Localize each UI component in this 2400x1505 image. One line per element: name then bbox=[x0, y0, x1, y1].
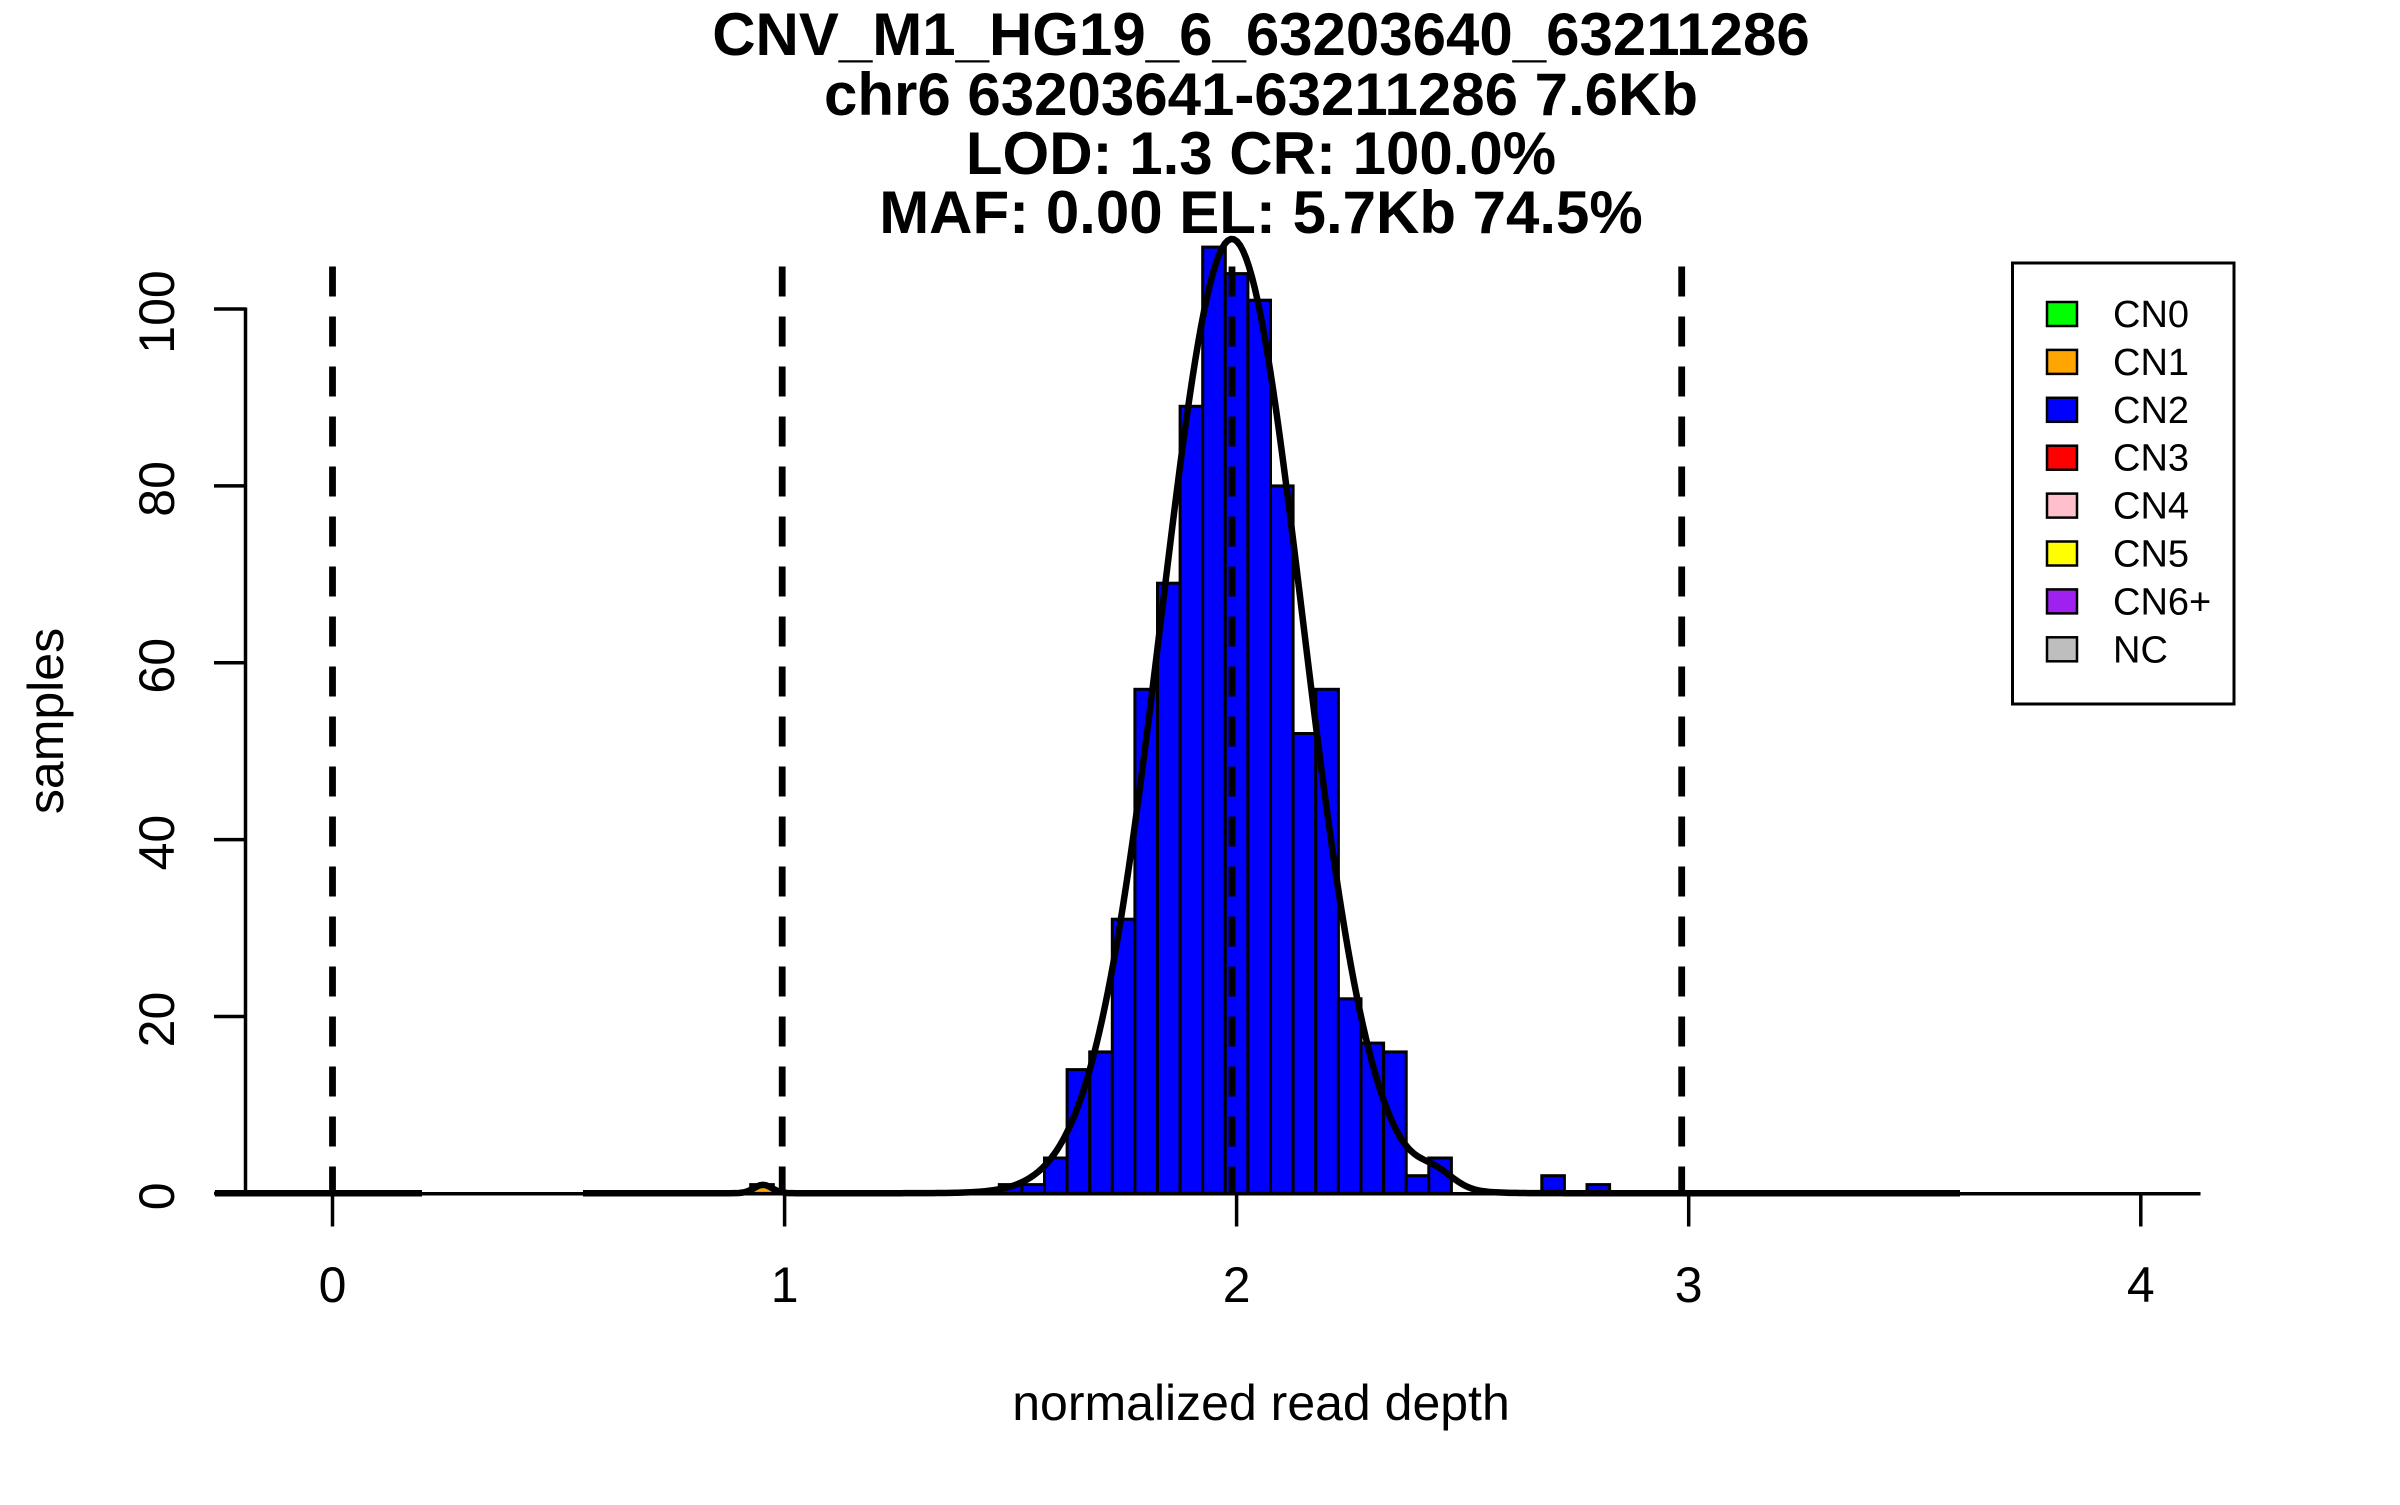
svg-text:40: 40 bbox=[129, 815, 185, 871]
svg-text:60: 60 bbox=[129, 638, 185, 694]
svg-text:CN5: CN5 bbox=[2113, 534, 2189, 576]
svg-text:CNV_M1_HG19_6_63203640_6321128: CNV_M1_HG19_6_63203640_63211286 bbox=[712, 1, 1810, 68]
svg-text:0: 0 bbox=[319, 1257, 347, 1313]
svg-text:LOD: 1.3 CR: 100.0%: LOD: 1.3 CR: 100.0% bbox=[966, 120, 1556, 187]
svg-text:CN3: CN3 bbox=[2113, 438, 2189, 480]
svg-text:NC: NC bbox=[2113, 629, 2168, 671]
svg-text:CN0: CN0 bbox=[2113, 294, 2189, 336]
svg-text:0: 0 bbox=[129, 1182, 185, 1210]
svg-text:1: 1 bbox=[771, 1257, 799, 1313]
svg-text:normalized read depth: normalized read depth bbox=[1012, 1375, 1510, 1431]
svg-text:CN4: CN4 bbox=[2113, 486, 2189, 528]
svg-text:4: 4 bbox=[2127, 1257, 2155, 1313]
svg-text:CN1: CN1 bbox=[2113, 342, 2189, 384]
svg-text:100: 100 bbox=[129, 270, 185, 353]
svg-text:chr6 63203641-63211286 7.6Kb: chr6 63203641-63211286 7.6Kb bbox=[824, 61, 1698, 128]
svg-text:CN6+: CN6+ bbox=[2113, 581, 2211, 623]
svg-text:2: 2 bbox=[1223, 1257, 1251, 1313]
svg-text:samples: samples bbox=[18, 628, 74, 814]
svg-text:20: 20 bbox=[129, 992, 185, 1048]
svg-text:CN2: CN2 bbox=[2113, 390, 2189, 432]
svg-text:MAF: 0.00 EL: 5.7Kb 74.5%: MAF: 0.00 EL: 5.7Kb 74.5% bbox=[879, 179, 1643, 246]
svg-text:80: 80 bbox=[129, 461, 185, 517]
svg-text:3: 3 bbox=[1675, 1257, 1703, 1313]
